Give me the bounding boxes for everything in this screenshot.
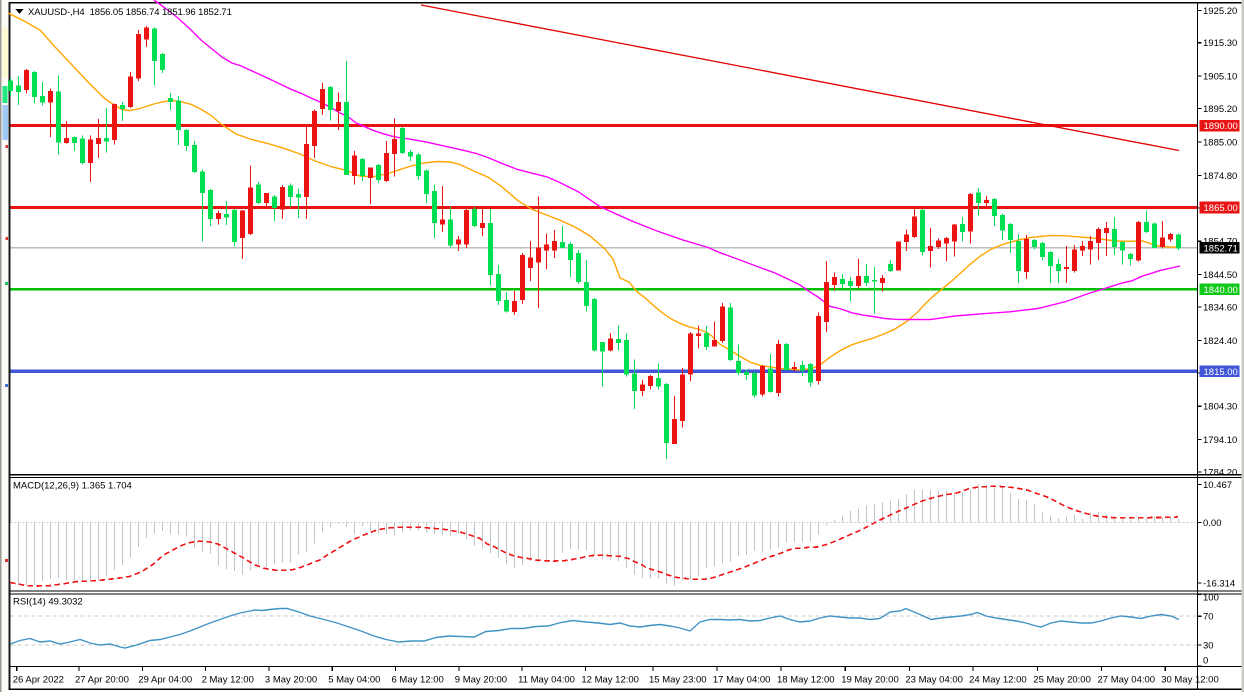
svg-text:5 May 04:00: 5 May 04:00 [328,675,380,686]
svg-text:1840.00: 1840.00 [1204,285,1238,296]
svg-text:27 Apr 20:00: 27 Apr 20:00 [75,675,129,686]
svg-text:1804.30: 1804.30 [1203,402,1237,413]
svg-text:1834.60: 1834.60 [1203,303,1237,314]
svg-text:1865.00: 1865.00 [1204,203,1238,214]
svg-text:29 Apr 04:00: 29 Apr 04:00 [138,675,192,686]
svg-text:1874.80: 1874.80 [1203,171,1237,182]
svg-text:3 May 20:00: 3 May 20:00 [265,675,317,686]
svg-text:9 May 20:00: 9 May 20:00 [455,675,507,686]
svg-text:1890.00: 1890.00 [1204,121,1238,132]
svg-text:XAUUSD-,H4 1856.05 1856.74 18: XAUUSD-,H4 1856.05 1856.74 1851.96 1852.… [28,7,232,18]
svg-text:10.467: 10.467 [1203,480,1232,491]
svg-text:6 May 12:00: 6 May 12:00 [392,675,444,686]
svg-text:0.00: 0.00 [1203,518,1222,529]
svg-text:1784.20: 1784.20 [1203,468,1237,479]
svg-text:MACD(12,26,9) 1.365 1.704: MACD(12,26,9) 1.365 1.704 [13,481,132,492]
svg-text:25 May 20:00: 25 May 20:00 [1033,675,1091,686]
svg-text:23 May 04:00: 23 May 04:00 [905,675,963,686]
svg-text:1895.20: 1895.20 [1203,104,1237,115]
svg-text:27 May 04:00: 27 May 04:00 [1098,675,1156,686]
svg-text:-16.314: -16.314 [1203,579,1235,590]
svg-text:1844.50: 1844.50 [1203,270,1237,281]
svg-text:26 Apr 2022: 26 Apr 2022 [13,675,64,686]
svg-text:1815.00: 1815.00 [1204,367,1238,378]
svg-text:11 May 04:00: 11 May 04:00 [518,675,575,686]
svg-text:15 May 23:00: 15 May 23:00 [649,675,707,686]
svg-text:70: 70 [1203,612,1214,623]
svg-text:2 May 12:00: 2 May 12:00 [202,675,254,686]
svg-text:1915.30: 1915.30 [1203,38,1237,49]
svg-text:0: 0 [1203,656,1208,667]
svg-text:18 May 12:00: 18 May 12:00 [777,675,835,686]
svg-text:1824.40: 1824.40 [1203,336,1237,347]
svg-text:30: 30 [1203,640,1214,651]
svg-text:19 May 20:00: 19 May 20:00 [841,675,899,686]
svg-text:100: 100 [1203,593,1219,604]
svg-text:1852.71: 1852.71 [1204,243,1238,254]
svg-text:12 May 12:00: 12 May 12:00 [581,675,639,686]
svg-text:1794.10: 1794.10 [1203,435,1237,446]
svg-text:1925.20: 1925.20 [1203,6,1237,17]
svg-text:1905.10: 1905.10 [1203,72,1237,83]
svg-text:30 May 12:00: 30 May 12:00 [1161,675,1219,686]
svg-text:1885.00: 1885.00 [1203,138,1237,149]
svg-text:24 May 12:00: 24 May 12:00 [969,675,1027,686]
svg-text:RSI(14) 49.3032: RSI(14) 49.3032 [13,597,83,608]
svg-text:17 May 04:00: 17 May 04:00 [713,675,771,686]
